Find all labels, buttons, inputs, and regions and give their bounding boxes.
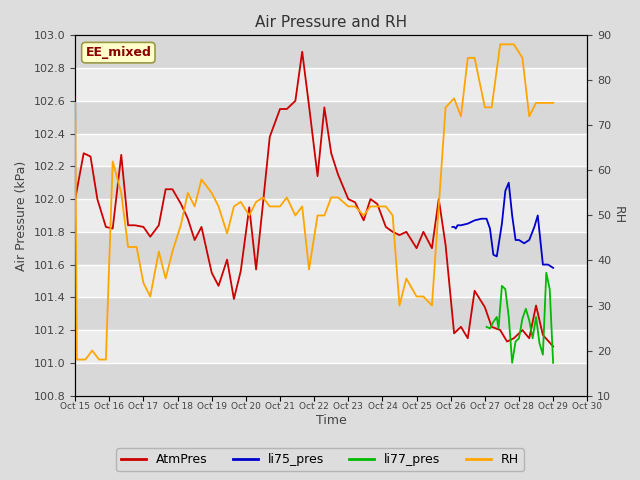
Bar bbox=[75, 297, 588, 330]
Title: Air Pressure and RH: Air Pressure and RH bbox=[255, 15, 407, 30]
Text: EE_mixed: EE_mixed bbox=[85, 46, 151, 59]
Bar bbox=[75, 199, 588, 232]
Bar bbox=[75, 68, 588, 101]
X-axis label: Time: Time bbox=[316, 414, 347, 427]
Y-axis label: Air Pressure (kPa): Air Pressure (kPa) bbox=[15, 160, 28, 271]
Bar bbox=[75, 330, 588, 363]
Legend: AtmPres, li75_pres, li77_pres, RH: AtmPres, li75_pres, li77_pres, RH bbox=[116, 448, 524, 471]
Y-axis label: RH: RH bbox=[612, 206, 625, 225]
Bar bbox=[75, 232, 588, 264]
Bar bbox=[75, 101, 588, 133]
Bar bbox=[75, 36, 588, 68]
Bar bbox=[75, 264, 588, 297]
Bar bbox=[75, 363, 588, 396]
Bar bbox=[75, 167, 588, 199]
Bar bbox=[75, 133, 588, 167]
